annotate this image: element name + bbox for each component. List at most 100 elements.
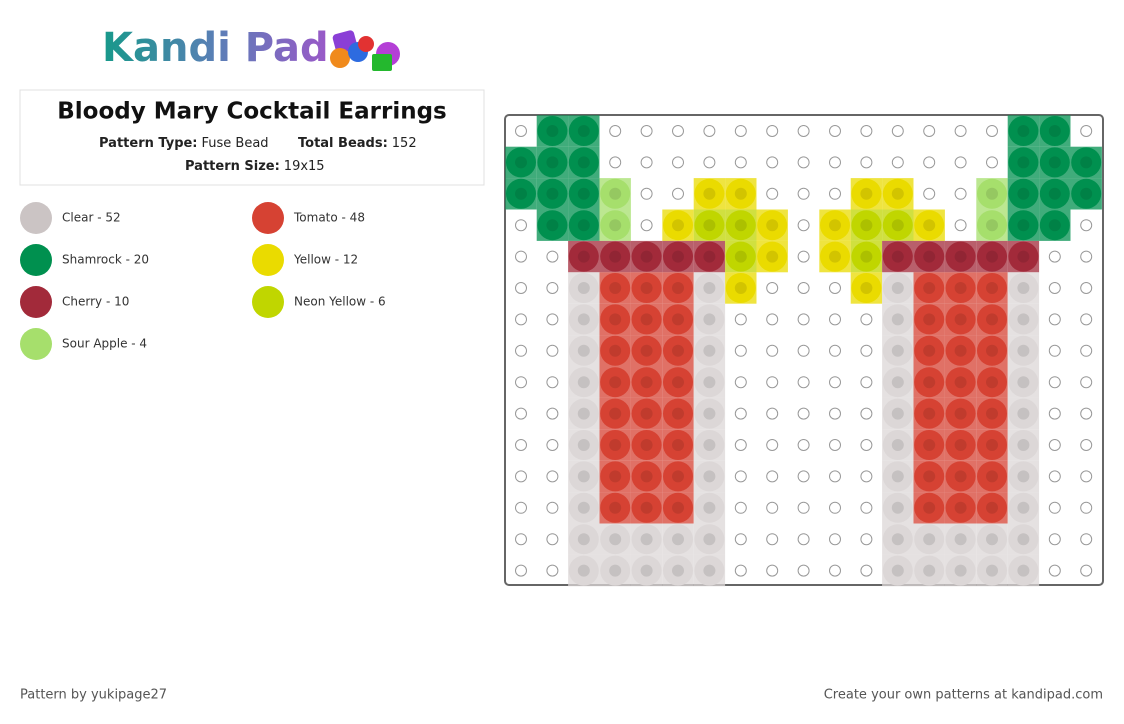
bead xyxy=(757,210,788,241)
bead-hole xyxy=(829,250,841,263)
empty-peg xyxy=(640,219,653,232)
bead xyxy=(977,304,1007,335)
bead xyxy=(631,241,662,272)
bead xyxy=(568,178,599,209)
bead-hole xyxy=(923,407,936,420)
bead xyxy=(977,398,1007,429)
bead-hole xyxy=(734,219,747,232)
empty-peg xyxy=(797,156,810,169)
empty-peg xyxy=(860,344,873,357)
bead-hole xyxy=(609,501,622,514)
bead-hole xyxy=(609,439,622,451)
legend-label: Sour Apple - 4 xyxy=(62,337,147,351)
bead xyxy=(1008,178,1039,209)
empty-peg xyxy=(829,470,841,483)
empty-peg xyxy=(766,501,779,514)
bead-hole xyxy=(954,439,967,451)
empty-peg xyxy=(766,156,779,169)
bead-hole xyxy=(954,564,967,577)
bead-hole xyxy=(577,282,590,294)
bead xyxy=(694,273,725,303)
empty-peg xyxy=(829,407,841,420)
bead-hole xyxy=(577,250,590,263)
bead xyxy=(568,492,599,523)
bead-hole xyxy=(1017,156,1030,169)
empty-peg xyxy=(1080,125,1093,137)
empty-peg xyxy=(1048,250,1061,263)
bead-hole xyxy=(640,470,653,483)
logo[interactable]: Kandi Pad xyxy=(102,25,329,71)
empty-peg xyxy=(734,407,747,420)
bead-hole xyxy=(860,187,873,200)
bead xyxy=(663,555,693,586)
bead-hole xyxy=(954,250,967,263)
bead xyxy=(631,555,662,586)
empty-peg xyxy=(829,313,841,326)
empty-peg xyxy=(860,501,873,514)
empty-peg xyxy=(515,219,527,232)
bead-hole xyxy=(954,501,967,514)
bead-hole xyxy=(923,313,936,326)
empty-peg xyxy=(640,125,653,137)
bead-hole xyxy=(923,344,936,357)
empty-peg xyxy=(546,282,559,294)
bead xyxy=(694,335,725,366)
bead-hole xyxy=(891,250,904,263)
bead-hole xyxy=(1017,533,1030,546)
empty-peg xyxy=(1048,501,1061,514)
bead-hole xyxy=(703,282,716,294)
bead-hole xyxy=(986,313,998,326)
empty-peg xyxy=(546,344,559,357)
bead xyxy=(977,492,1007,523)
empty-peg xyxy=(766,344,779,357)
total-beads: Total Beads: 152 xyxy=(298,136,417,151)
empty-peg xyxy=(1048,564,1061,577)
bead xyxy=(600,492,631,523)
bead xyxy=(945,398,976,429)
empty-peg xyxy=(515,470,527,483)
bead xyxy=(663,524,693,555)
bead-hole xyxy=(1048,125,1061,137)
empty-peg xyxy=(734,156,747,169)
empty-peg xyxy=(734,564,747,577)
empty-peg xyxy=(797,501,810,514)
legend-label: Tomato - 48 xyxy=(293,211,365,225)
bead xyxy=(820,210,850,241)
bead xyxy=(882,367,913,398)
bead xyxy=(600,304,631,335)
empty-peg xyxy=(954,125,967,137)
empty-peg xyxy=(515,376,527,389)
empty-peg xyxy=(1080,564,1093,577)
empty-peg xyxy=(860,564,873,577)
empty-peg xyxy=(797,439,810,451)
empty-peg xyxy=(797,344,810,357)
empty-peg xyxy=(1080,344,1093,357)
bead xyxy=(882,430,913,460)
bead-hole xyxy=(703,533,716,546)
bead-hole xyxy=(609,282,622,294)
footer-link[interactable]: Create your own patterns at kandipad.com xyxy=(824,688,1103,703)
bead-hole xyxy=(577,470,590,483)
bead-hole xyxy=(1017,439,1030,451)
bead-hole xyxy=(923,376,936,389)
bead xyxy=(945,555,976,586)
bead-hole xyxy=(577,564,590,577)
bead xyxy=(663,367,693,398)
bead-hole xyxy=(1017,376,1030,389)
empty-peg xyxy=(766,187,779,200)
bead xyxy=(694,492,725,523)
empty-peg xyxy=(1080,282,1093,294)
bead-hole xyxy=(986,470,998,483)
empty-peg xyxy=(797,376,810,389)
bead xyxy=(600,273,631,303)
bead-hole xyxy=(1017,313,1030,326)
label: Pattern Size: xyxy=(185,159,280,174)
bead xyxy=(568,304,599,335)
bead xyxy=(977,178,1007,209)
bead-hole xyxy=(1017,407,1030,420)
empty-peg xyxy=(515,533,527,546)
bead xyxy=(914,335,945,366)
bead xyxy=(631,367,662,398)
legend-swatch xyxy=(20,202,52,234)
